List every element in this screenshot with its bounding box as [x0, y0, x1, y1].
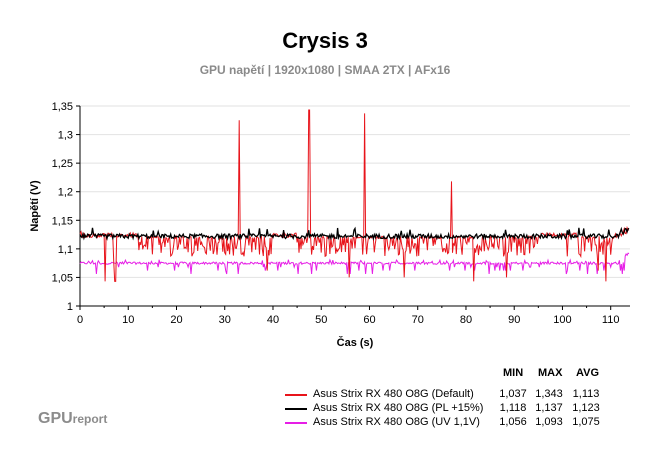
- legend-max-pl15: 1,137: [535, 402, 563, 414]
- y-tick-label: 1,25: [52, 158, 73, 170]
- legend-avg-uv: 1,075: [572, 416, 600, 428]
- legend-entry-default: Asus Strix RX 480 O8G (Default) 1,037 1,…: [285, 388, 615, 402]
- chart-subtitle: GPU napětí | 1920x1080 | SMAA 2TX | AFx1…: [199, 63, 451, 77]
- x-tick-label: 20: [170, 314, 182, 326]
- legend-label-default: Asus Strix RX 480 O8G (Default): [313, 388, 474, 400]
- legend-header-min: MIN: [503, 367, 524, 379]
- x-tick-label: 110: [602, 314, 620, 326]
- logo-text-main: GPU: [38, 410, 73, 427]
- y-tick-label: 1,1: [58, 244, 73, 256]
- x-axis-label: Čas (s): [337, 336, 374, 349]
- x-tick-label: 0: [77, 314, 83, 326]
- x-tick-label: 30: [219, 314, 231, 326]
- legend-swatch-default: [285, 394, 307, 396]
- x-tick-label: 80: [460, 314, 472, 326]
- legend-min-default: 1,037: [499, 388, 527, 400]
- x-tick-label: 100: [553, 314, 571, 326]
- y-axis-label: Napětí (V): [29, 180, 41, 232]
- legend-label-uv: Asus Strix RX 480 O8G (UV 1,1V): [313, 416, 480, 428]
- y-tick-label: 1,35: [52, 101, 73, 113]
- y-tick-label: 1,15: [52, 215, 73, 227]
- legend-avg-pl15: 1,123: [572, 402, 600, 414]
- legend-entry-uv: Asus Strix RX 480 O8G (UV 1,1V) 1,056 1,…: [285, 416, 615, 430]
- y-tick-label: 1: [67, 301, 73, 313]
- y-tick-label: 1,3: [58, 130, 73, 142]
- x-tick-label: 10: [122, 314, 134, 326]
- legend-avg-default: 1,113: [572, 388, 600, 400]
- gpureport-logo: GPUreport: [38, 410, 107, 428]
- legend-min-pl15: 1,118: [499, 402, 527, 414]
- legend-header-max: MAX: [538, 367, 563, 379]
- x-tick-label: 50: [315, 314, 327, 326]
- legend-label-pl15: Asus Strix RX 480 O8G (PL +15%): [313, 402, 484, 414]
- y-tick-label: 1,05: [52, 272, 73, 284]
- legend-entry-pl15: Asus Strix RX 480 O8G (PL +15%) 1,118 1,…: [285, 402, 615, 416]
- legend-min-uv: 1,056: [499, 416, 527, 428]
- x-tick-label: 60: [363, 314, 375, 326]
- chart-title: Crysis 3: [282, 28, 368, 53]
- logo-text-sub: report: [72, 412, 108, 426]
- legend-swatch-uv: [285, 422, 307, 424]
- series-line-pl: [79, 226, 630, 241]
- x-tick-label: 70: [412, 314, 424, 326]
- legend-max-default: 1,343: [535, 388, 563, 400]
- x-tick-label: 40: [267, 314, 279, 326]
- series-line-default: [79, 109, 630, 282]
- legend-swatch-pl15: [285, 408, 307, 410]
- series-line-uv: [79, 252, 630, 275]
- y-tick-label: 1,2: [58, 187, 73, 199]
- legend-max-uv: 1,093: [535, 416, 563, 428]
- x-tick-label: 90: [508, 314, 520, 326]
- legend-header-avg: AVG: [576, 367, 600, 379]
